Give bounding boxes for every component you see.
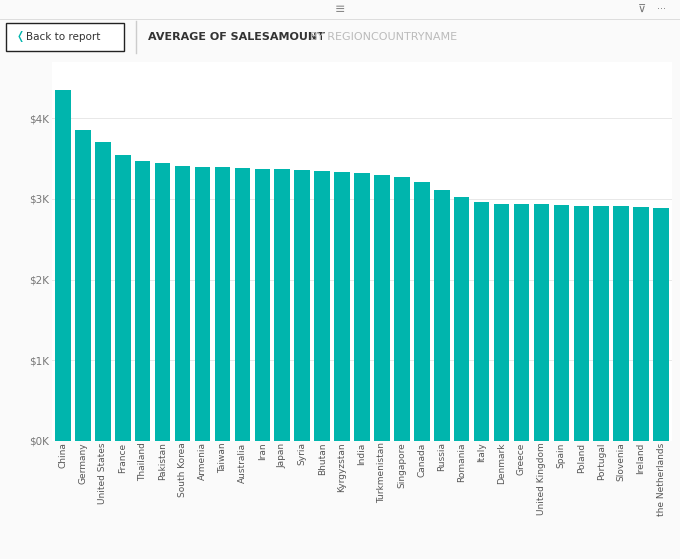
Bar [215, 167, 231, 441]
Bar [55, 90, 71, 441]
Bar [633, 207, 649, 441]
Text: ···: ··· [658, 4, 666, 14]
Bar [434, 190, 449, 441]
Bar [115, 155, 131, 441]
Bar [613, 206, 629, 441]
Bar [75, 130, 90, 441]
Bar [135, 161, 150, 441]
Bar [594, 206, 609, 441]
Bar [573, 206, 589, 441]
Text: BY REGIONCOUNTRYNAME: BY REGIONCOUNTRYNAME [310, 32, 457, 42]
Bar [494, 203, 509, 441]
Bar [175, 165, 190, 441]
Bar [414, 182, 430, 441]
Bar [235, 168, 250, 441]
Bar [474, 202, 490, 441]
Bar [155, 163, 171, 441]
Bar [294, 170, 310, 441]
Text: ≡: ≡ [335, 2, 345, 16]
Bar [335, 172, 350, 441]
Bar [354, 173, 370, 441]
Bar [254, 169, 270, 441]
Bar [194, 167, 210, 441]
Bar [374, 174, 390, 441]
Text: Back to report: Back to report [26, 32, 101, 42]
FancyBboxPatch shape [6, 23, 124, 51]
Text: ❬: ❬ [16, 31, 25, 42]
Bar [554, 205, 569, 441]
Bar [275, 169, 290, 441]
Bar [513, 204, 529, 441]
Text: AVERAGE OF SALESAMOUNT: AVERAGE OF SALESAMOUNT [148, 32, 325, 42]
Bar [394, 177, 409, 441]
Text: ⊽: ⊽ [638, 4, 646, 14]
Bar [314, 172, 330, 441]
Bar [95, 143, 111, 441]
Bar [653, 208, 669, 441]
Bar [534, 205, 549, 441]
Bar [454, 197, 469, 441]
